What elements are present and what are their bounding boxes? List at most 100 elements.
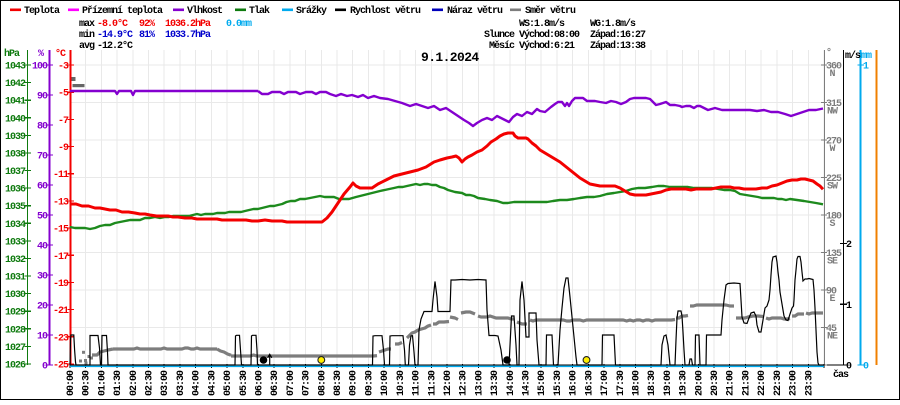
- svg-text:05:30: 05:30: [239, 370, 250, 396]
- svg-text:70: 70: [37, 152, 48, 163]
- svg-text:08:30: 08:30: [333, 370, 344, 396]
- svg-text:-23: -23: [53, 333, 69, 344]
- svg-text:NW: NW: [827, 107, 838, 118]
- svg-text:0: 0: [846, 362, 852, 373]
- svg-text:-25: -25: [53, 360, 69, 371]
- svg-text:WS:1.8m/s: WS:1.8m/s: [519, 18, 565, 30]
- svg-text:18:30: 18:30: [647, 370, 658, 396]
- svg-text:135: 135: [826, 249, 842, 260]
- svg-text:06:30: 06:30: [270, 370, 281, 396]
- svg-text:315: 315: [826, 99, 842, 110]
- svg-text:0: 0: [42, 362, 48, 373]
- svg-text:Vlhkost: Vlhkost: [187, 5, 223, 17]
- svg-text:1033.7hPa: 1033.7hPa: [165, 29, 211, 41]
- svg-text:WG:1.8m/s: WG:1.8m/s: [590, 18, 636, 30]
- svg-text:00:30: 00:30: [82, 370, 93, 396]
- svg-text:180: 180: [826, 212, 842, 223]
- svg-text:S: S: [829, 219, 835, 230]
- svg-text:22:30: 22:30: [773, 370, 784, 396]
- svg-text:10:00: 10:00: [380, 370, 391, 396]
- svg-text:1030: 1030: [5, 290, 26, 301]
- svg-text:°: °: [826, 47, 831, 59]
- svg-text:°C: °C: [55, 48, 66, 60]
- svg-text:E: E: [829, 294, 835, 305]
- svg-text:20: 20: [37, 302, 48, 313]
- svg-text:360: 360: [826, 62, 842, 73]
- svg-text:1028: 1028: [5, 325, 26, 336]
- svg-text:07:30: 07:30: [302, 370, 313, 396]
- svg-text:Tlak: Tlak: [249, 5, 270, 17]
- svg-text:Přízemní teplota: Přízemní teplota: [82, 5, 163, 17]
- svg-text:01:30: 01:30: [113, 370, 124, 396]
- svg-text:17:30: 17:30: [616, 370, 627, 396]
- svg-text:1032: 1032: [5, 255, 26, 266]
- svg-text:04:00: 04:00: [192, 370, 203, 396]
- svg-text:100: 100: [32, 62, 48, 73]
- svg-text:9.1.2024: 9.1.2024: [421, 50, 479, 65]
- svg-text:-8.0°C: -8.0°C: [97, 18, 128, 30]
- svg-text:1041: 1041: [5, 97, 26, 108]
- svg-text:1: 1: [863, 62, 869, 73]
- svg-text:19:30: 19:30: [679, 370, 690, 396]
- svg-text:1036.2hPa: 1036.2hPa: [165, 18, 211, 30]
- svg-text:23:30: 23:30: [804, 370, 815, 396]
- svg-text:1: 1: [846, 301, 852, 312]
- svg-text:11:30: 11:30: [427, 370, 438, 396]
- svg-text:1026: 1026: [5, 360, 26, 371]
- svg-text:13:30: 13:30: [490, 370, 501, 396]
- svg-text:1043: 1043: [5, 62, 26, 73]
- svg-text:-21: -21: [53, 306, 69, 317]
- svg-text:20:30: 20:30: [710, 370, 721, 396]
- svg-text:06:00: 06:00: [254, 370, 265, 396]
- svg-text:17:00: 17:00: [600, 370, 611, 396]
- svg-text:22:00: 22:00: [757, 370, 768, 396]
- svg-text:Srážky: Srážky: [296, 5, 327, 17]
- svg-text:Západ:16:27: Západ:16:27: [590, 29, 646, 41]
- svg-text:12:30: 12:30: [459, 370, 470, 396]
- svg-text:avg: avg: [79, 41, 95, 52]
- svg-text:Západ:13:38: Západ:13:38: [590, 40, 646, 52]
- svg-text:80: 80: [37, 122, 48, 133]
- svg-text:Směr větru: Směr větru: [525, 5, 576, 17]
- svg-text:-5: -5: [58, 89, 69, 100]
- svg-text:-15: -15: [53, 225, 69, 236]
- svg-text:Rychlost větru: Rychlost větru: [350, 5, 421, 17]
- svg-text:18:00: 18:00: [631, 370, 642, 396]
- svg-text:07:00: 07:00: [286, 370, 297, 396]
- svg-text:08:00: 08:00: [317, 370, 328, 396]
- svg-text:20:00: 20:00: [694, 370, 705, 396]
- svg-text:Východ:08:00: Východ:08:00: [519, 29, 580, 41]
- svg-text:12:00: 12:00: [443, 370, 454, 396]
- svg-text:Slunce: Slunce: [484, 29, 515, 41]
- svg-text:hPa: hPa: [4, 48, 20, 60]
- svg-text:19:00: 19:00: [663, 370, 674, 396]
- svg-text:03:30: 03:30: [176, 370, 187, 396]
- svg-text:10:30: 10:30: [396, 370, 407, 396]
- svg-text:15:00: 15:00: [537, 370, 548, 396]
- svg-text:45: 45: [826, 324, 837, 335]
- svg-text:21:30: 21:30: [741, 370, 752, 396]
- svg-text:Východ:6:21: Východ:6:21: [519, 40, 575, 52]
- svg-text:1038: 1038: [5, 149, 26, 160]
- svg-text:03:00: 03:00: [160, 370, 171, 396]
- svg-text:1035: 1035: [5, 202, 26, 213]
- svg-text:05:00: 05:00: [223, 370, 234, 396]
- svg-text:13:00: 13:00: [474, 370, 485, 396]
- svg-text:16:00: 16:00: [569, 370, 580, 396]
- svg-text:1036: 1036: [5, 185, 26, 196]
- svg-text:SW: SW: [827, 182, 838, 193]
- svg-text:90: 90: [37, 92, 48, 103]
- svg-text:NE: NE: [827, 332, 838, 343]
- svg-text:50: 50: [37, 212, 48, 223]
- svg-text:-9: -9: [58, 143, 69, 154]
- svg-text:%: %: [38, 49, 44, 60]
- svg-text:16:30: 16:30: [584, 370, 595, 396]
- svg-text:14:30: 14:30: [522, 370, 533, 396]
- svg-text:m/s: m/s: [845, 50, 861, 62]
- svg-text:Teplota: Teplota: [24, 5, 60, 17]
- svg-text:-12.2°C: -12.2°C: [97, 40, 133, 52]
- svg-text:90: 90: [826, 287, 837, 298]
- svg-text:1039: 1039: [5, 132, 26, 143]
- svg-text:00:00: 00:00: [66, 370, 77, 396]
- svg-text:0: 0: [863, 362, 869, 373]
